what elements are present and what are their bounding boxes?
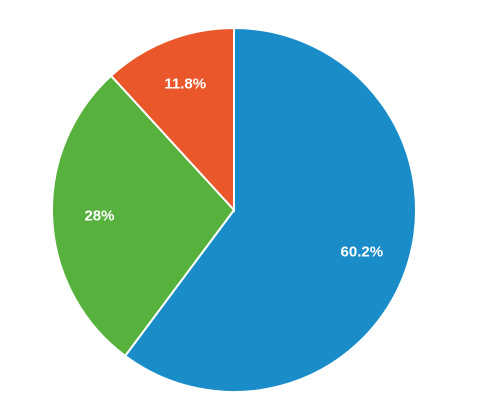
slice-label: 11.8% [164,75,206,92]
pie-slice [109,26,235,213]
slice-label: 28% [84,208,114,225]
slice-label: 60.2% [341,243,384,260]
pie-slice [123,26,417,393]
pie-slice [51,74,236,358]
